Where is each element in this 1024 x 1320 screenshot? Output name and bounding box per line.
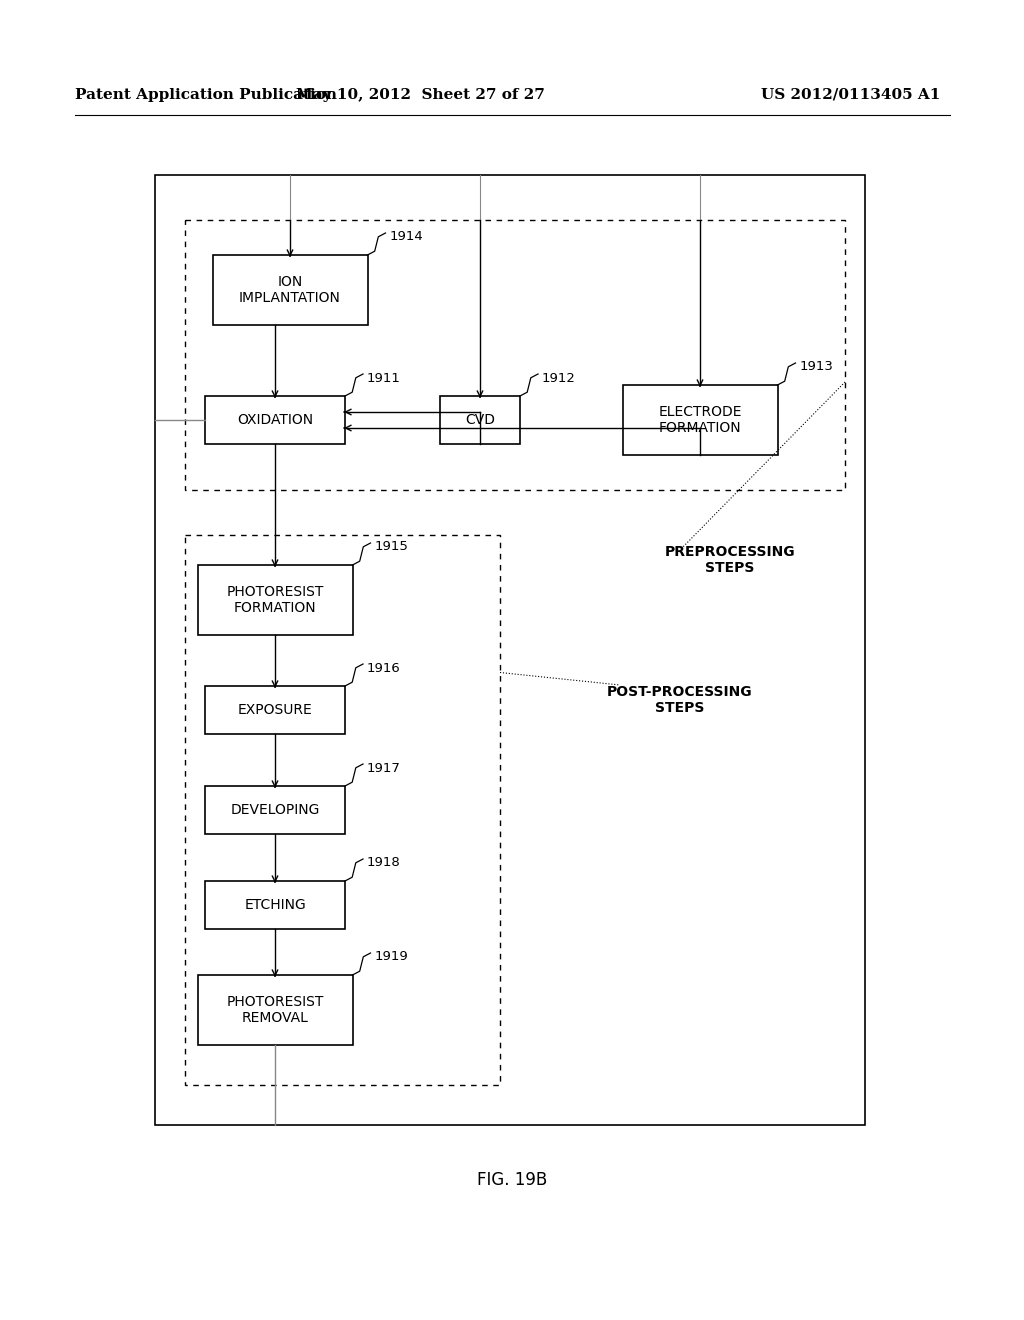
Text: FIG. 19B: FIG. 19B [477, 1171, 547, 1189]
Bar [440, 396, 520, 444]
Bar [205, 686, 345, 734]
Text: ION
IMPLANTATION: ION IMPLANTATION [239, 275, 341, 305]
Bar [198, 975, 352, 1045]
Text: PREPROCESSING
STEPS: PREPROCESSING STEPS [665, 545, 796, 576]
Text: CVD: CVD [465, 413, 495, 426]
Bar [623, 385, 777, 455]
Bar [185, 220, 845, 490]
Text: PHOTORESIST
FORMATION: PHOTORESIST FORMATION [226, 585, 324, 615]
Text: EXPOSURE: EXPOSURE [238, 704, 312, 717]
Bar [205, 880, 345, 929]
Bar [198, 565, 352, 635]
Text: 1911: 1911 [367, 371, 400, 384]
Text: 1915: 1915 [375, 540, 409, 553]
Text: 1917: 1917 [367, 762, 400, 775]
Text: Patent Application Publication: Patent Application Publication [75, 88, 337, 102]
Text: DEVELOPING: DEVELOPING [230, 803, 319, 817]
Text: US 2012/0113405 A1: US 2012/0113405 A1 [761, 88, 940, 102]
Bar [155, 176, 865, 1125]
Text: 1913: 1913 [800, 360, 834, 374]
Bar [213, 255, 368, 325]
Text: May 10, 2012  Sheet 27 of 27: May 10, 2012 Sheet 27 of 27 [296, 88, 545, 102]
Bar [205, 785, 345, 834]
Text: 1912: 1912 [542, 371, 575, 384]
Text: 1914: 1914 [389, 231, 423, 243]
Bar [205, 396, 345, 444]
Text: 1919: 1919 [375, 950, 409, 964]
Text: PHOTORESIST
REMOVAL: PHOTORESIST REMOVAL [226, 995, 324, 1026]
Text: 1916: 1916 [367, 661, 400, 675]
Text: OXIDATION: OXIDATION [237, 413, 313, 426]
Text: ETCHING: ETCHING [244, 898, 306, 912]
Text: POST-PROCESSING
STEPS: POST-PROCESSING STEPS [607, 685, 753, 715]
Text: ELECTRODE
FORMATION: ELECTRODE FORMATION [658, 405, 741, 436]
Bar [185, 535, 500, 1085]
Text: 1918: 1918 [367, 857, 400, 870]
